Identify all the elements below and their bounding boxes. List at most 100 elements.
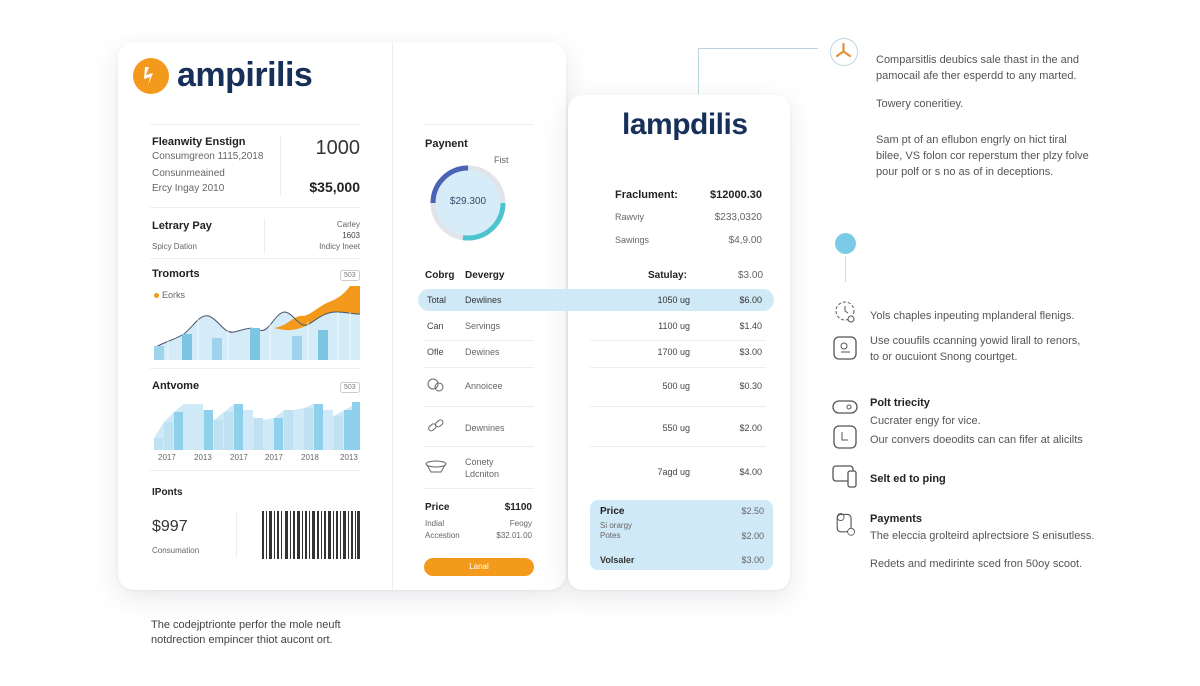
row4-col2[interactable]: Annoicee	[465, 381, 503, 391]
area-chart	[154, 286, 360, 360]
price-left-title: Price	[425, 502, 450, 513]
row4-price: $0.30	[739, 381, 762, 391]
x-tick: 2017	[230, 453, 248, 462]
price-left-line1-value: Feogy	[509, 519, 532, 528]
brand-logo: ampirilis	[177, 56, 313, 94]
divider	[590, 406, 766, 407]
row6-col2[interactable]: Conety Ldcniton	[465, 457, 500, 479]
row5-qty: 550 ug	[662, 423, 690, 433]
pay-button[interactable]: Lanal	[424, 558, 534, 576]
user-card-icon	[833, 336, 857, 360]
row5-col2[interactable]: Dewnines	[465, 423, 505, 433]
row2-qty: 1100 ug	[658, 321, 690, 331]
price-left-line1-label: Indial	[425, 519, 445, 528]
x-tick: 2013	[340, 453, 358, 462]
divider	[424, 124, 534, 125]
price-left-line2-value: $32.01.00	[496, 531, 532, 540]
lottery-right-line3: Indicy Ineet	[319, 242, 360, 251]
summary-line3: Ercy Ingay 2010	[152, 183, 225, 194]
divider	[424, 488, 534, 489]
price-right-line1: Si orargy	[600, 521, 633, 530]
divider	[424, 446, 534, 447]
table-header-col3: Satulay:	[648, 270, 687, 281]
invoice-brand: lampdilis	[622, 108, 748, 141]
intro-line2: pamocail afe ther esperdd to any marted.	[876, 70, 1077, 82]
row2-col2[interactable]: Servings	[465, 321, 501, 331]
device-icon	[832, 465, 857, 488]
barcode-icon	[262, 511, 360, 559]
feature6-text: The eleccia grolteird aplrectsiore S eni…	[870, 530, 1095, 542]
timeline-dot	[835, 233, 856, 254]
panel-divider	[392, 42, 393, 590]
row1-col1[interactable]: Total	[427, 295, 447, 305]
lottery-title: Letrary Pay	[152, 220, 212, 232]
payment-title: Paynent	[425, 138, 468, 150]
price-summary-box	[590, 500, 773, 570]
invoice-row1-value: $12000.30	[710, 189, 762, 201]
row2-col1[interactable]: Can	[427, 321, 444, 331]
feature7-text: Redets and medirinte sced fron 50oy scoo…	[870, 558, 1083, 570]
connector-line	[698, 48, 699, 94]
divider	[150, 368, 360, 369]
divider	[424, 406, 534, 407]
row5-price: $2.00	[739, 423, 762, 433]
price-right-total-label: Volsaler	[600, 555, 635, 565]
price-right-total-value: $3.00	[741, 555, 764, 565]
chart1-title: Tromorts	[152, 268, 200, 280]
link-icon	[428, 419, 444, 432]
lottery-subtitle: Spicy Dation	[152, 242, 197, 251]
summary-amount: $35,000	[309, 179, 360, 195]
summary-count: 1000	[315, 137, 361, 159]
intro-line1: Comparsitlis deubics sale thast in the a…	[876, 54, 1079, 66]
feature1-text: Yols chaples inpeuting mplanderal flenig…	[870, 310, 1075, 322]
feature4-text: Our convers doeodits can can fifer at al…	[870, 434, 1083, 446]
row3-col1[interactable]: Ofle	[427, 347, 444, 357]
summary-line2: Consunmeained	[152, 168, 225, 179]
legend-dot-icon	[154, 293, 159, 298]
divider	[590, 446, 766, 447]
invoice-row2-label: Rawviy	[615, 212, 645, 222]
divider	[150, 124, 360, 125]
footnote-line2: notdrection empincer thiot aucont ort.	[151, 634, 333, 646]
selected-row-highlight[interactable]	[418, 289, 774, 311]
feature3-title: Polt triecity	[870, 397, 930, 409]
divider	[150, 258, 360, 259]
x-tick: 2013	[194, 453, 212, 462]
meter-icon	[832, 400, 858, 414]
chart1-badge[interactable]: 503	[340, 270, 360, 281]
row6-price: $4.00	[739, 467, 762, 477]
payments-icon	[836, 513, 855, 536]
chart2-badge[interactable]: 503	[340, 382, 360, 393]
price-left-line2-label: Accestion	[425, 531, 460, 540]
lottery-right-line2: 1603	[342, 231, 360, 240]
divider	[590, 367, 766, 368]
divider	[590, 340, 766, 341]
price-right-title: Price	[600, 506, 625, 517]
bolt-logo-icon	[133, 58, 169, 94]
row3-qty: 1700 ug	[657, 347, 690, 357]
row1-price: $6.00	[739, 295, 762, 305]
chart1-legend-label: Eorks	[162, 290, 186, 300]
divider	[424, 367, 534, 368]
table-header-col2: Devergy	[465, 270, 505, 281]
invoice-row1-label: Fraclument:	[615, 189, 678, 201]
points-value: $997	[152, 518, 188, 535]
divider	[424, 340, 534, 341]
price-left-value: $1100	[504, 502, 532, 513]
table-header-col1: Cobrg	[425, 270, 455, 281]
row1-col2[interactable]: Dewlines	[465, 295, 502, 305]
invoice-row3-label: Sawings	[615, 235, 650, 245]
feature5-title: Selt ed to ping	[870, 473, 946, 485]
donut-chart	[430, 165, 506, 241]
x-tick: 2017	[265, 453, 283, 462]
connector-line	[845, 256, 846, 282]
connector-line	[698, 48, 818, 49]
row1-qty: 1050 ug	[657, 295, 690, 305]
tagline: Towery coneritiey.	[876, 98, 964, 110]
bar-chart	[154, 402, 360, 450]
divider	[280, 136, 281, 196]
para-line2: bilee, VS folon cor reperstum ther plzy …	[876, 150, 1089, 162]
row3-col2[interactable]: Dewines	[465, 347, 500, 357]
chart2-title: Antvome	[152, 380, 200, 392]
gears-icon	[427, 378, 444, 392]
